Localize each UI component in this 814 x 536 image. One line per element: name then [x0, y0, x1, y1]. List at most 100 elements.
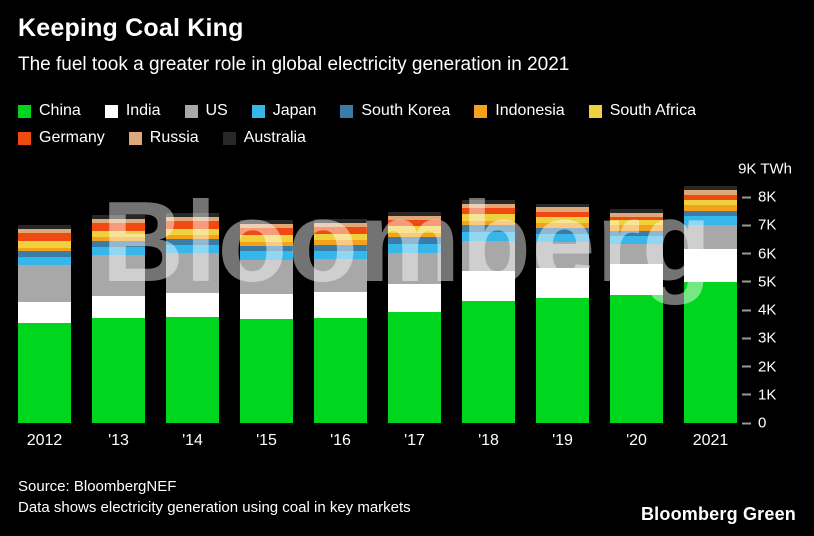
chart-region: 9K TWh Bloomberg 2012'13'14'15'16'17'18 '…	[0, 160, 814, 460]
bar-segment-australia	[462, 199, 515, 204]
x-axis-label: '20	[626, 432, 647, 449]
legend-label: Indonesia	[495, 102, 565, 119]
source-note: Source: BloombergNEF Data shows electric…	[18, 476, 411, 518]
bar-segment-germany	[240, 228, 293, 236]
bar-segment-japan	[314, 250, 367, 260]
tick-dash	[742, 337, 751, 340]
y-tick-label: 1K	[758, 386, 777, 404]
bar-segment-south-korea	[462, 225, 515, 233]
legend-item-australia: Australia	[222, 129, 306, 147]
bar-segment-china	[166, 317, 219, 423]
bar-segment-australia	[18, 224, 71, 230]
bar-segment-japan	[388, 243, 441, 253]
bar-segment-india	[166, 293, 219, 318]
legend-swatch-indonesia	[474, 104, 488, 118]
tick-dash	[742, 224, 751, 227]
bar-segment-japan	[610, 236, 663, 245]
bar-segment-south-korea	[388, 237, 441, 244]
bar-segment-india	[536, 267, 589, 298]
legend-item-south-korea: South Korea	[340, 102, 450, 120]
legend-label: South Africa	[609, 102, 696, 119]
bar-segment-japan	[166, 244, 219, 253]
legend-item-japan: Japan	[251, 102, 317, 120]
bar-segment-indonesia	[18, 247, 71, 251]
bar-segment-india	[92, 295, 145, 319]
bar-column-2021	[684, 169, 737, 423]
bar-segment-russia	[610, 212, 663, 217]
bar-segment-south-korea	[166, 238, 219, 245]
legend-swatch-australia	[222, 131, 236, 145]
legend: China India US Japan South Korea Indonesia Sou…	[18, 102, 698, 147]
bar-segment-germany	[388, 219, 441, 227]
bar-segment-south-korea	[92, 240, 145, 247]
bar-segment-south-korea	[314, 244, 367, 251]
y-tick-label: 3K	[758, 329, 777, 347]
y-tick-label: 8K	[758, 188, 777, 206]
bar-segment-indonesia	[92, 237, 145, 241]
y-axis-tick: 3K	[742, 330, 776, 347]
x-axis-label: '17	[404, 432, 425, 449]
bar-segment-australia	[314, 219, 367, 223]
bar-segment-australia	[684, 186, 737, 191]
bar-segment-south-africa	[388, 226, 441, 233]
bar-segment-china	[240, 319, 293, 423]
bar-segment-indonesia	[684, 205, 737, 211]
bar-segment-china	[388, 312, 441, 423]
legend-label: Russia	[149, 129, 199, 146]
bar-segment-us	[536, 242, 589, 268]
y-tick-label: 5K	[758, 273, 777, 291]
bar-column-18	[462, 169, 515, 423]
bar-segment-russia	[536, 207, 589, 212]
x-axis-label: 2012	[26, 432, 63, 449]
bar-segment-china	[314, 318, 367, 423]
bar-segment-germany	[92, 222, 145, 231]
legend-label: India	[125, 102, 161, 119]
bar-segment-germany	[462, 208, 515, 215]
bar-segment-south-korea	[610, 230, 663, 237]
bar-segment-south-korea	[18, 250, 71, 257]
bar-segment-japan	[18, 256, 71, 265]
y-axis-tick: 2K	[742, 358, 776, 375]
y-axis-tick: 0	[742, 415, 766, 432]
bar-segment-south-africa	[610, 220, 663, 226]
bar-segment-china	[462, 300, 515, 423]
bar-segment-japan	[684, 216, 737, 225]
chart-subtitle: The fuel took a greater role in global e…	[18, 54, 570, 75]
bar-segment-south-korea	[240, 245, 293, 252]
bar-segment-china	[92, 318, 145, 423]
plot-area	[18, 169, 737, 423]
bar-segment-china	[684, 281, 737, 423]
bar-segment-germany	[166, 221, 219, 229]
bar-segment-germany	[314, 227, 367, 235]
legend-label: Japan	[272, 102, 317, 119]
bar-segment-indonesia	[536, 222, 589, 228]
bar-segment-japan	[462, 232, 515, 241]
x-axis-label: '13	[108, 432, 129, 449]
bar-segment-russia	[166, 216, 219, 221]
bar-segment-india	[240, 294, 293, 320]
y-tick-label: 2K	[758, 358, 777, 376]
bar-segment-germany	[610, 216, 663, 221]
legend-swatch-south-korea	[340, 104, 354, 118]
legend-label: Germany	[39, 129, 105, 146]
bar-segment-russia	[684, 190, 737, 196]
bar-segment-us	[462, 240, 515, 271]
bar-segment-us	[18, 264, 71, 303]
x-axis-label: '19	[552, 432, 573, 449]
legend-swatch-germany	[18, 131, 31, 145]
bar-segment-russia	[92, 218, 145, 223]
bar-segment-south-africa	[462, 214, 515, 221]
bar-segment-india	[388, 284, 441, 313]
bar-segment-south-africa	[18, 241, 71, 248]
tick-dash	[742, 309, 751, 312]
bar-column-16	[314, 169, 367, 423]
bar-segment-japan	[240, 251, 293, 260]
bar-column-14	[166, 169, 219, 423]
bar-segment-indonesia	[610, 225, 663, 231]
bar-segment-russia	[388, 215, 441, 220]
legend-label: China	[39, 102, 81, 119]
bar-segment-russia	[240, 224, 293, 229]
bar-segment-japan	[536, 233, 589, 243]
tick-dash	[742, 252, 751, 255]
legend-item-south-africa: South Africa	[588, 102, 696, 120]
